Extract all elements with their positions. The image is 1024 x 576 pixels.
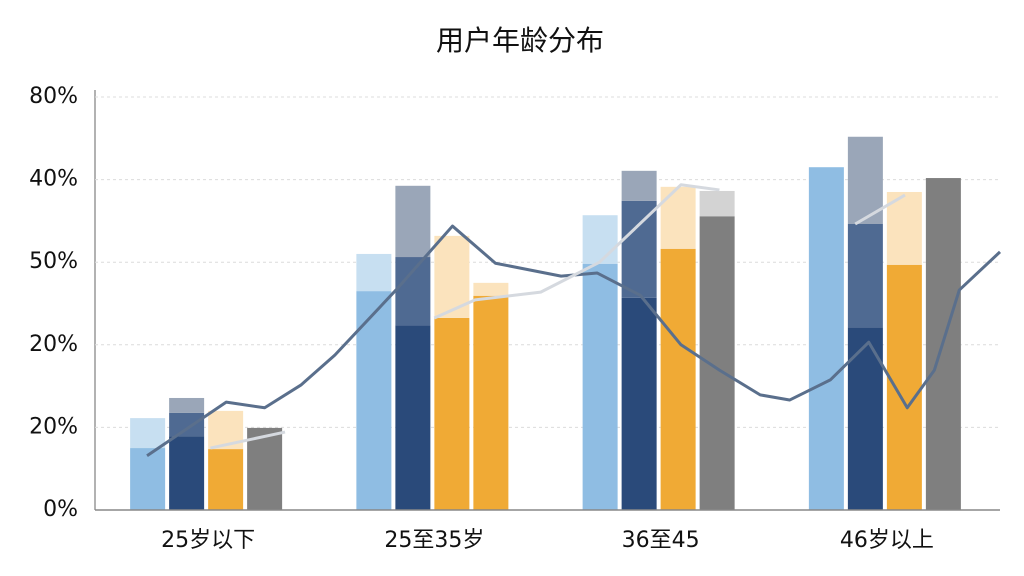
bar-segment bbox=[473, 295, 509, 510]
bar-segment bbox=[582, 215, 618, 264]
y-tick-label: 20% bbox=[29, 414, 78, 439]
y-tick-label: 0% bbox=[43, 497, 78, 522]
line bbox=[210, 183, 906, 450]
y-tick-label: 40% bbox=[29, 167, 78, 192]
bar-segment bbox=[582, 263, 618, 510]
bar-segment bbox=[621, 200, 657, 298]
x-tick-label: 25岁以下 bbox=[161, 528, 255, 553]
bar-segment bbox=[169, 412, 205, 437]
bar-segment bbox=[808, 167, 844, 510]
x-tick-label: 25至35岁 bbox=[384, 528, 484, 553]
bar-segment bbox=[660, 186, 696, 249]
line bbox=[146, 224, 1002, 458]
x-tick-label: 36至45 bbox=[622, 528, 700, 553]
bar-segment bbox=[169, 436, 205, 510]
y-tick-label: 80% bbox=[29, 84, 78, 109]
bar-segment bbox=[395, 185, 431, 258]
bar-segment bbox=[886, 191, 922, 265]
x-tick-label: 46岁以上 bbox=[840, 528, 934, 553]
bar-segment bbox=[356, 291, 392, 510]
chart-title: 用户年龄分布 bbox=[436, 24, 604, 57]
y-tick-label: 20% bbox=[29, 332, 78, 357]
bar-segment bbox=[434, 317, 470, 510]
bar-segment bbox=[660, 248, 696, 510]
bar-segment bbox=[247, 427, 283, 510]
bar-segment bbox=[886, 264, 922, 510]
bar-segment bbox=[473, 282, 509, 296]
y-tick-label: 50% bbox=[29, 249, 78, 274]
bar-segment bbox=[847, 223, 883, 328]
bar-segment bbox=[847, 136, 883, 224]
bar-segment bbox=[169, 397, 205, 413]
bar-segment bbox=[621, 297, 657, 510]
bar-segment bbox=[699, 216, 735, 510]
bar-segment bbox=[621, 170, 657, 201]
bar-segment bbox=[130, 418, 166, 449]
bar-segment bbox=[208, 449, 244, 510]
bar-segment bbox=[395, 325, 431, 510]
bar-segment bbox=[356, 253, 392, 292]
bar-segment bbox=[699, 190, 735, 217]
bar-segment bbox=[395, 257, 431, 326]
bar-segment bbox=[130, 448, 166, 510]
